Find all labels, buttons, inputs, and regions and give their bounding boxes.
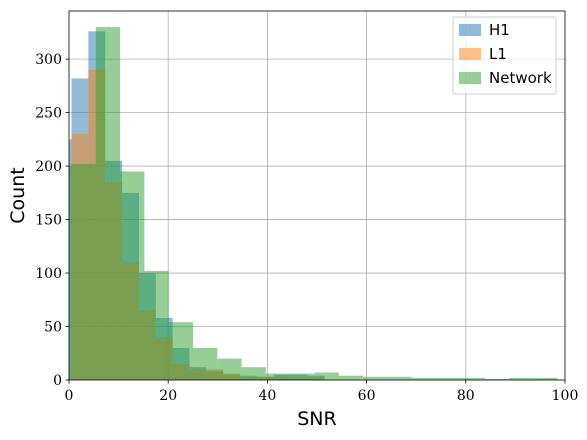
x-tick-label: 20	[159, 388, 177, 404]
y-tick-label: 0	[53, 373, 62, 389]
histogram-bar	[460, 377, 485, 380]
x-axis-label: SNR	[297, 408, 336, 430]
histogram-bar	[241, 367, 266, 380]
y-tick-label: 150	[35, 213, 62, 229]
histogram-bars	[69, 27, 558, 381]
legend-label-h1: H1	[489, 21, 510, 39]
x-tick-label: 60	[358, 388, 376, 404]
legend: H1 L1 Network	[452, 16, 557, 95]
axis-ticks: 0 20 40 60 80 100 0 50 100 150 200 250 300	[35, 52, 578, 404]
legend-swatch-h1	[459, 24, 481, 36]
histogram-bar	[508, 377, 534, 380]
series-network-bars	[69, 27, 558, 380]
x-tick-label: 40	[258, 388, 276, 404]
y-tick-label: 100	[35, 266, 62, 282]
histogram-bar	[338, 375, 364, 380]
histogram-bar	[69, 166, 72, 380]
histogram-bar	[120, 171, 145, 380]
y-axis-label: Count	[7, 167, 29, 223]
y-tick-label: 200	[35, 159, 62, 175]
histogram-bar	[290, 373, 315, 380]
plot-frame	[68, 10, 566, 381]
histogram-bar	[71, 163, 96, 380]
histogram-bar	[533, 377, 558, 380]
histogram-bar	[484, 378, 509, 380]
histogram-bar	[217, 358, 242, 380]
histogram-bar	[193, 347, 218, 380]
histogram-bar	[363, 376, 388, 380]
y-tick-label: 300	[35, 52, 62, 68]
histogram-bar	[314, 372, 339, 380]
x-tick-label: 100	[552, 388, 579, 404]
histogram-bar	[168, 322, 193, 380]
histogram-bar	[411, 377, 437, 380]
legend-swatch-network	[459, 72, 481, 84]
x-tick-label: 80	[457, 388, 475, 404]
y-tick-label: 250	[35, 106, 62, 122]
y-tick-label: 50	[44, 320, 62, 336]
x-tick-label: 0	[65, 388, 74, 404]
histogram-bar	[387, 376, 412, 380]
legend-label-network: Network	[489, 69, 552, 87]
histogram-bar	[436, 377, 461, 380]
histogram-bar	[144, 270, 169, 380]
histogram-bar	[95, 27, 121, 380]
histogram-bar	[265, 373, 291, 380]
legend-label-l1: L1	[489, 45, 507, 63]
legend-swatch-l1	[459, 48, 481, 60]
